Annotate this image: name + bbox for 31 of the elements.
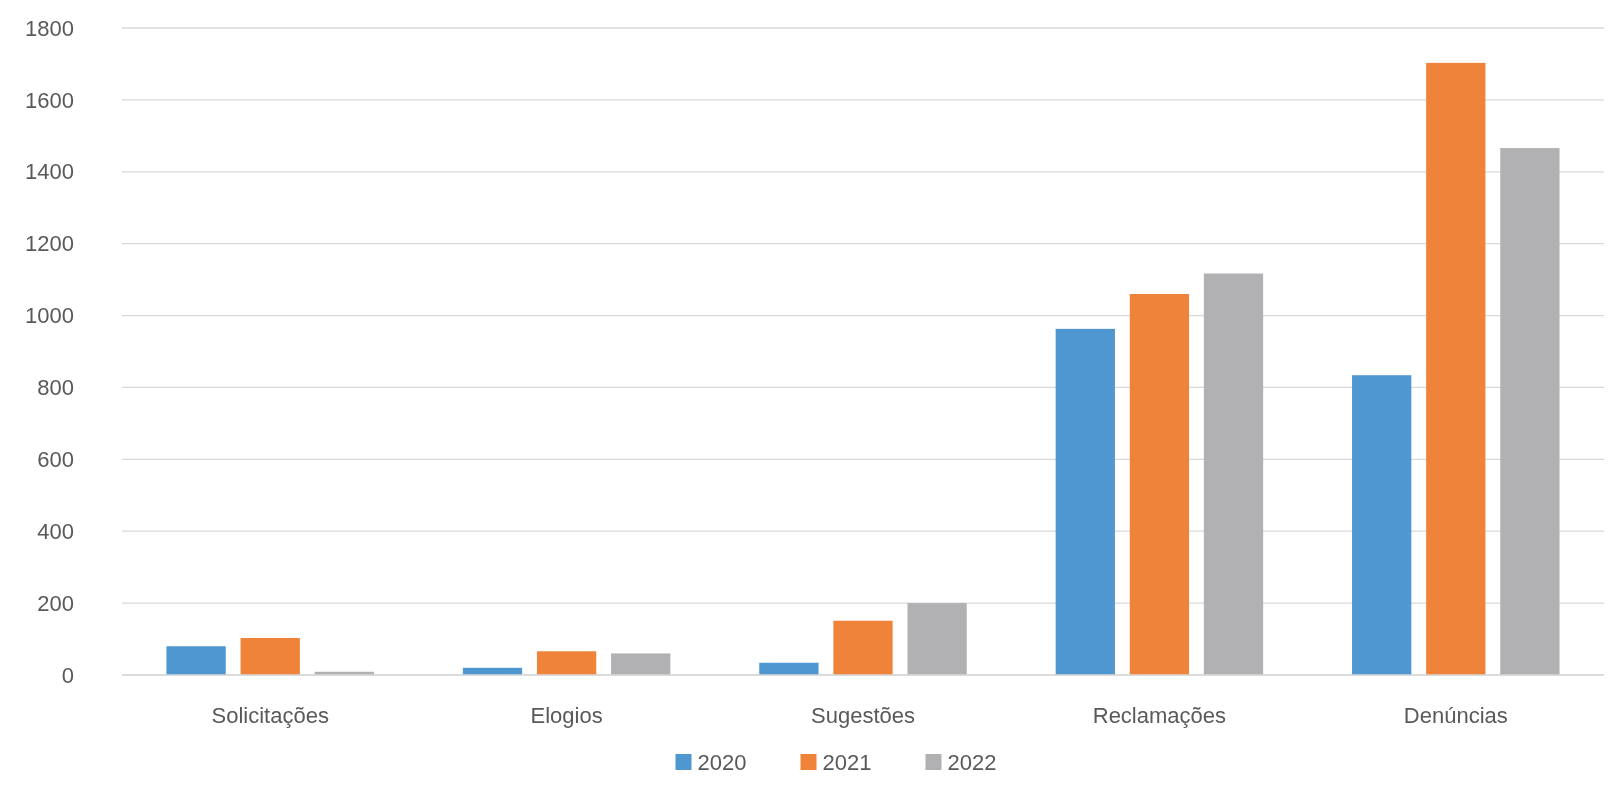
y-tick-label: 400 [37, 518, 74, 544]
bar [1426, 62, 1486, 675]
y-tick-label: 0 [61, 662, 74, 688]
x-tick-label: Sugestões [811, 703, 915, 728]
bar [536, 651, 597, 675]
bar [166, 646, 226, 675]
y-tick-label: 800 [37, 375, 74, 401]
y-tick-label: 1000 [25, 303, 74, 329]
x-tick-label: Reclamações [1092, 703, 1227, 728]
bar [1352, 375, 1412, 675]
bar [1129, 293, 1190, 675]
bar [907, 603, 967, 675]
x-tick-label: Elogios [530, 703, 603, 728]
bar [1055, 328, 1115, 675]
bar [1203, 273, 1264, 675]
x-tick-label: Denúncias [1403, 703, 1508, 728]
y-tick-label: 200 [37, 590, 74, 616]
y-tick-label: 1200 [25, 231, 74, 257]
y-tick-label: 1600 [25, 87, 74, 113]
bar [833, 620, 893, 675]
y-tick-label: 1800 [25, 15, 74, 41]
y-tick-label: 600 [37, 447, 74, 473]
legend-label: 2021 [822, 750, 872, 775]
bar [240, 637, 300, 675]
bar [759, 662, 819, 675]
y-tick-label: 1400 [25, 159, 74, 185]
legend-label: 2022 [947, 750, 997, 775]
bar [1500, 148, 1560, 675]
legend-label: 2020 [697, 750, 747, 775]
x-tick-label: Solicitações [211, 703, 329, 728]
bar [611, 653, 671, 675]
